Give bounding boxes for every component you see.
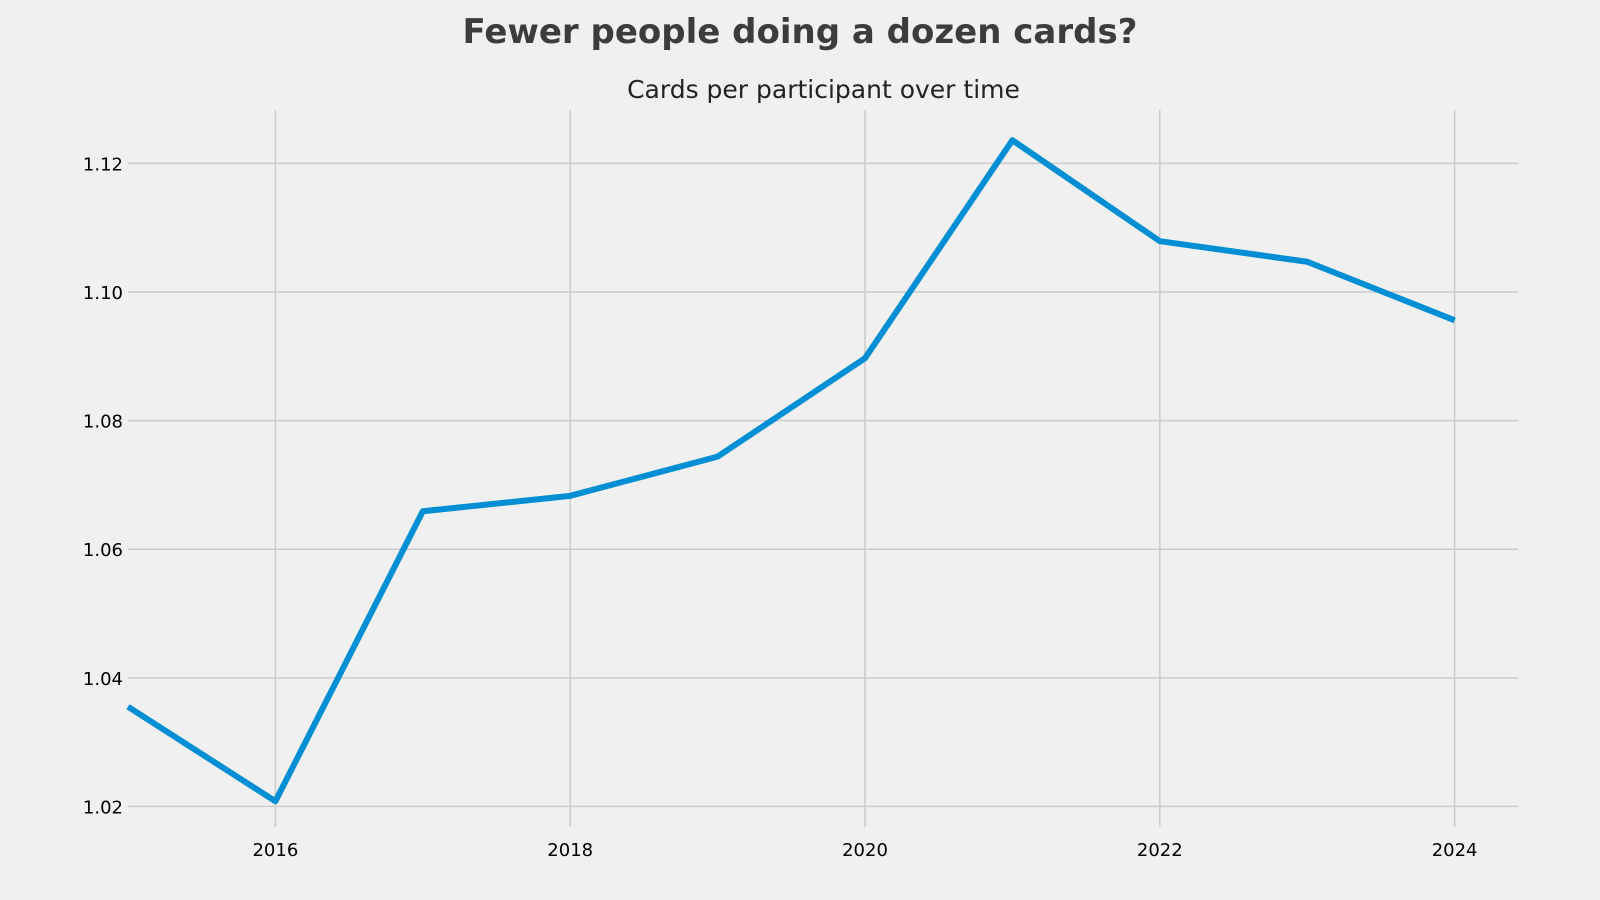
series-line — [126, 137, 1456, 805]
y-tick-label: 1.02 — [83, 797, 123, 818]
x-tick-label: 2022 — [1137, 840, 1183, 861]
x-tick-label: 2018 — [547, 840, 593, 861]
y-tick-label: 1.08 — [83, 412, 123, 433]
x-tick-label: 2024 — [1432, 840, 1478, 861]
y-tick-label: 1.04 — [83, 669, 123, 690]
x-tick-label: 2016 — [252, 840, 298, 861]
y-tick-label: 1.10 — [83, 283, 123, 304]
y-tick-label: 1.12 — [83, 154, 123, 175]
y-tick-label: 1.06 — [83, 540, 123, 561]
chart-suptitle: Fewer people doing a dozen cards? — [462, 12, 1138, 52]
grid-layer — [128, 110, 1518, 827]
x-tick-label: 2020 — [842, 840, 888, 861]
tick-labels: 2016 2018 2020 2022 2024 1.02 1.04 1.06 1.08 1.10… — [83, 154, 1478, 861]
series-layer — [126, 137, 1456, 805]
chart-title: Cards per participant over time — [627, 75, 1020, 104]
